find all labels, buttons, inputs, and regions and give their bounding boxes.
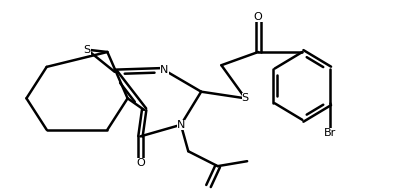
Text: Br: Br bbox=[323, 128, 335, 138]
Text: N: N bbox=[176, 120, 185, 130]
Text: O: O bbox=[253, 12, 262, 22]
Text: S: S bbox=[241, 93, 248, 103]
Text: S: S bbox=[83, 45, 90, 55]
Text: N: N bbox=[160, 65, 168, 75]
Text: O: O bbox=[136, 158, 145, 168]
